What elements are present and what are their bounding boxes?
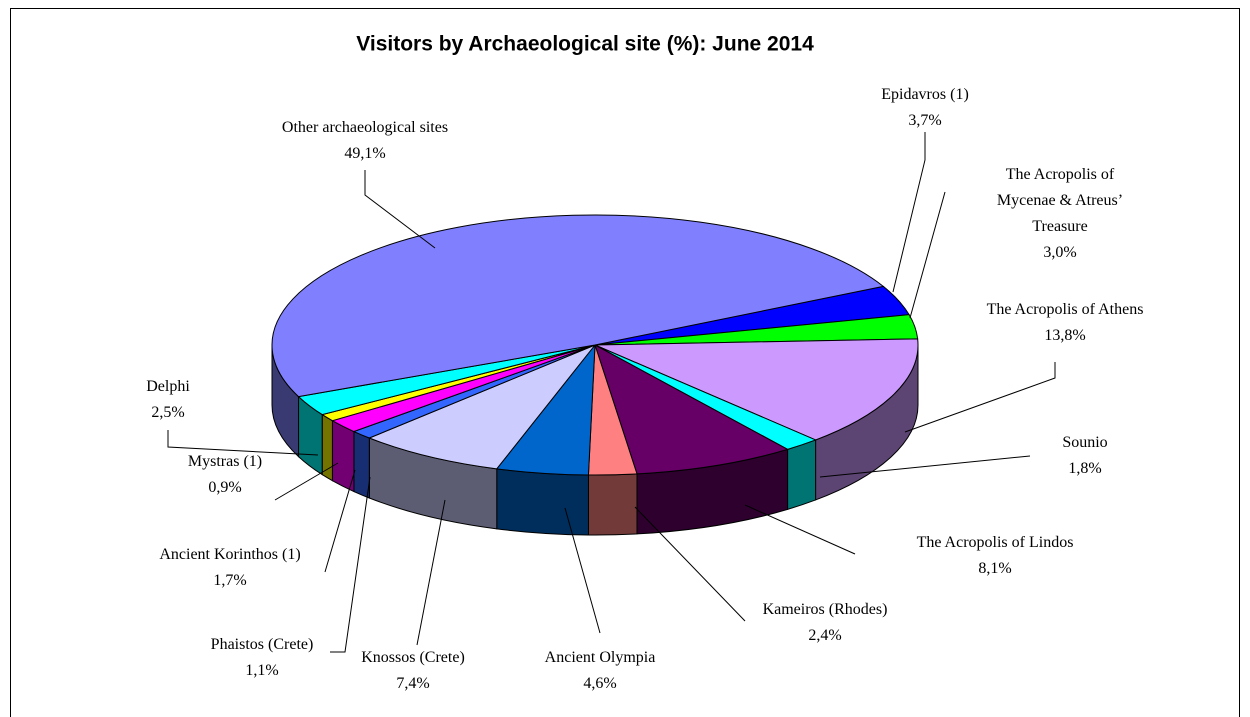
data-label: Ancient Korinthos (1) 1,7% [159, 542, 300, 594]
slice [367, 343, 597, 470]
leader-line [904, 362, 1056, 433]
value-label: 2,5% [151, 404, 185, 421]
value-label: 4,6% [583, 675, 617, 692]
category-label: The Acropolis of Lindos [916, 534, 1074, 551]
leader-line [274, 462, 339, 501]
value-label: 3,0% [1043, 244, 1077, 261]
slice-side [496, 468, 589, 536]
value-label: 2,4% [808, 627, 842, 644]
category-label: Phaistos (Crete) [210, 636, 314, 653]
data-label: Epidavros (1) 3,7% [881, 82, 969, 134]
data-label: Other archaeological sites 49,1% [282, 115, 448, 167]
value-label: 8,1% [978, 560, 1012, 577]
leader-line [892, 132, 926, 293]
category-label: Knossos (Crete) [361, 649, 465, 666]
value-label: 49,1% [344, 145, 386, 162]
leader-line [167, 430, 319, 456]
category-label: Delphi [146, 378, 190, 395]
data-label: Ancient Olympia 4,6% [545, 645, 656, 697]
data-label: Phaistos (Crete) 1,1% [211, 632, 314, 684]
leader-line [634, 506, 746, 622]
frame [10, 8, 1240, 717]
data-label: Sounio 1,8% [1062, 430, 1107, 482]
leader-line [324, 469, 356, 573]
value-label: 13,8% [1044, 327, 1086, 344]
leader-line [330, 476, 371, 653]
chart-title: Visitors by Archaeological site (%): Jun… [356, 33, 814, 56]
category-label: Ancient Korinthos (1) [159, 546, 301, 563]
category-label: Epidavros (1) [881, 86, 969, 103]
data-label: Delphi 2,5% [146, 374, 190, 426]
leader-line [819, 455, 1031, 478]
value-label: 7,4% [396, 675, 430, 692]
data-label: Mystras (1) 0,9% [188, 449, 262, 501]
leader-line [564, 507, 601, 634]
slice [594, 343, 789, 475]
slice-side [587, 473, 638, 536]
value-label: 0,9% [208, 479, 242, 496]
data-label: The Acropolis of Mycenae & Atreus’ Treas… [975, 162, 1145, 266]
category-label: Mystras (1) [187, 453, 263, 470]
value-label: 1,8% [1068, 460, 1102, 477]
data-label: The Acropolis of Athens 13,8% [987, 297, 1144, 349]
slice [594, 338, 919, 441]
slice-side [331, 419, 355, 493]
slice [271, 214, 885, 398]
slice-side [787, 439, 817, 511]
leader-line [909, 191, 946, 319]
data-label: Knossos (Crete) 7,4% [361, 645, 465, 697]
slice-side [321, 413, 333, 482]
category-label: The Acropolis of Mycenae & Atreus’ Treas… [996, 166, 1124, 235]
data-label: The Acropolis of Lindos 8,1% [917, 530, 1074, 582]
slice-side [353, 430, 370, 499]
value-label: 1,1% [245, 662, 279, 679]
value-label: 3,7% [908, 112, 942, 129]
category-label: Sounio [1062, 434, 1108, 451]
value-label: 1,7% [213, 572, 247, 589]
category-label: Kameiros (Rhodes) [762, 601, 888, 618]
leader-line [364, 170, 436, 249]
leader-line [416, 499, 446, 646]
leader-line [744, 504, 856, 555]
category-label: Other archaeological sites [281, 119, 449, 136]
category-label: Ancient Olympia [544, 649, 656, 666]
category-label: The Acropolis of Athens [986, 301, 1144, 318]
data-label: Kameiros (Rhodes) 2,4% [763, 597, 888, 649]
